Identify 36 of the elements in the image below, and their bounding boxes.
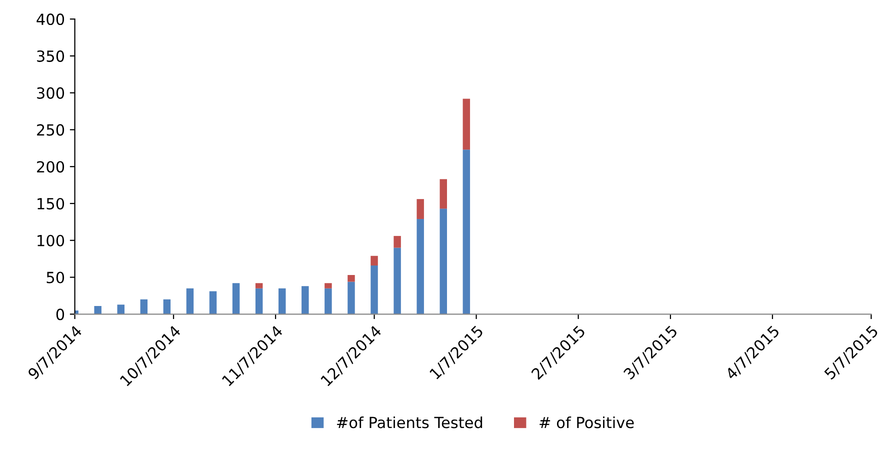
y-tick-label: 100 — [38, 234, 64, 246]
bar — [117, 304, 124, 314]
legend-label: # of Positive — [540, 416, 634, 428]
bar — [324, 283, 332, 288]
bar — [324, 288, 332, 314]
y-tick-label: 0 — [56, 308, 64, 320]
bar — [232, 283, 240, 314]
bar — [348, 282, 355, 314]
bar — [348, 275, 355, 282]
bar — [440, 208, 447, 314]
bar — [394, 248, 401, 314]
legend-label: #of Patients Tested — [337, 416, 482, 428]
bar — [94, 306, 102, 314]
bar — [278, 288, 286, 314]
bar — [440, 179, 447, 209]
y-tick-label: 150 — [38, 198, 64, 210]
y-tick-label: 300 — [37, 87, 64, 99]
y-tick-label: 200 — [37, 161, 64, 173]
bar — [416, 199, 424, 219]
bar — [255, 288, 263, 314]
bar — [186, 288, 194, 314]
bar — [140, 299, 148, 314]
y-tick-label: 50 — [46, 272, 64, 284]
bar — [370, 265, 378, 314]
bar — [163, 299, 171, 314]
y-tick-label: 400 — [36, 14, 64, 26]
bar — [416, 218, 424, 314]
bar — [255, 283, 263, 288]
bar — [370, 256, 378, 266]
bar — [462, 150, 470, 314]
y-tick-label: 250 — [37, 124, 64, 136]
bar — [209, 291, 217, 314]
bar — [394, 236, 401, 248]
y-tick-label: 350 — [37, 50, 64, 62]
bar — [462, 98, 470, 150]
bar — [302, 286, 309, 314]
